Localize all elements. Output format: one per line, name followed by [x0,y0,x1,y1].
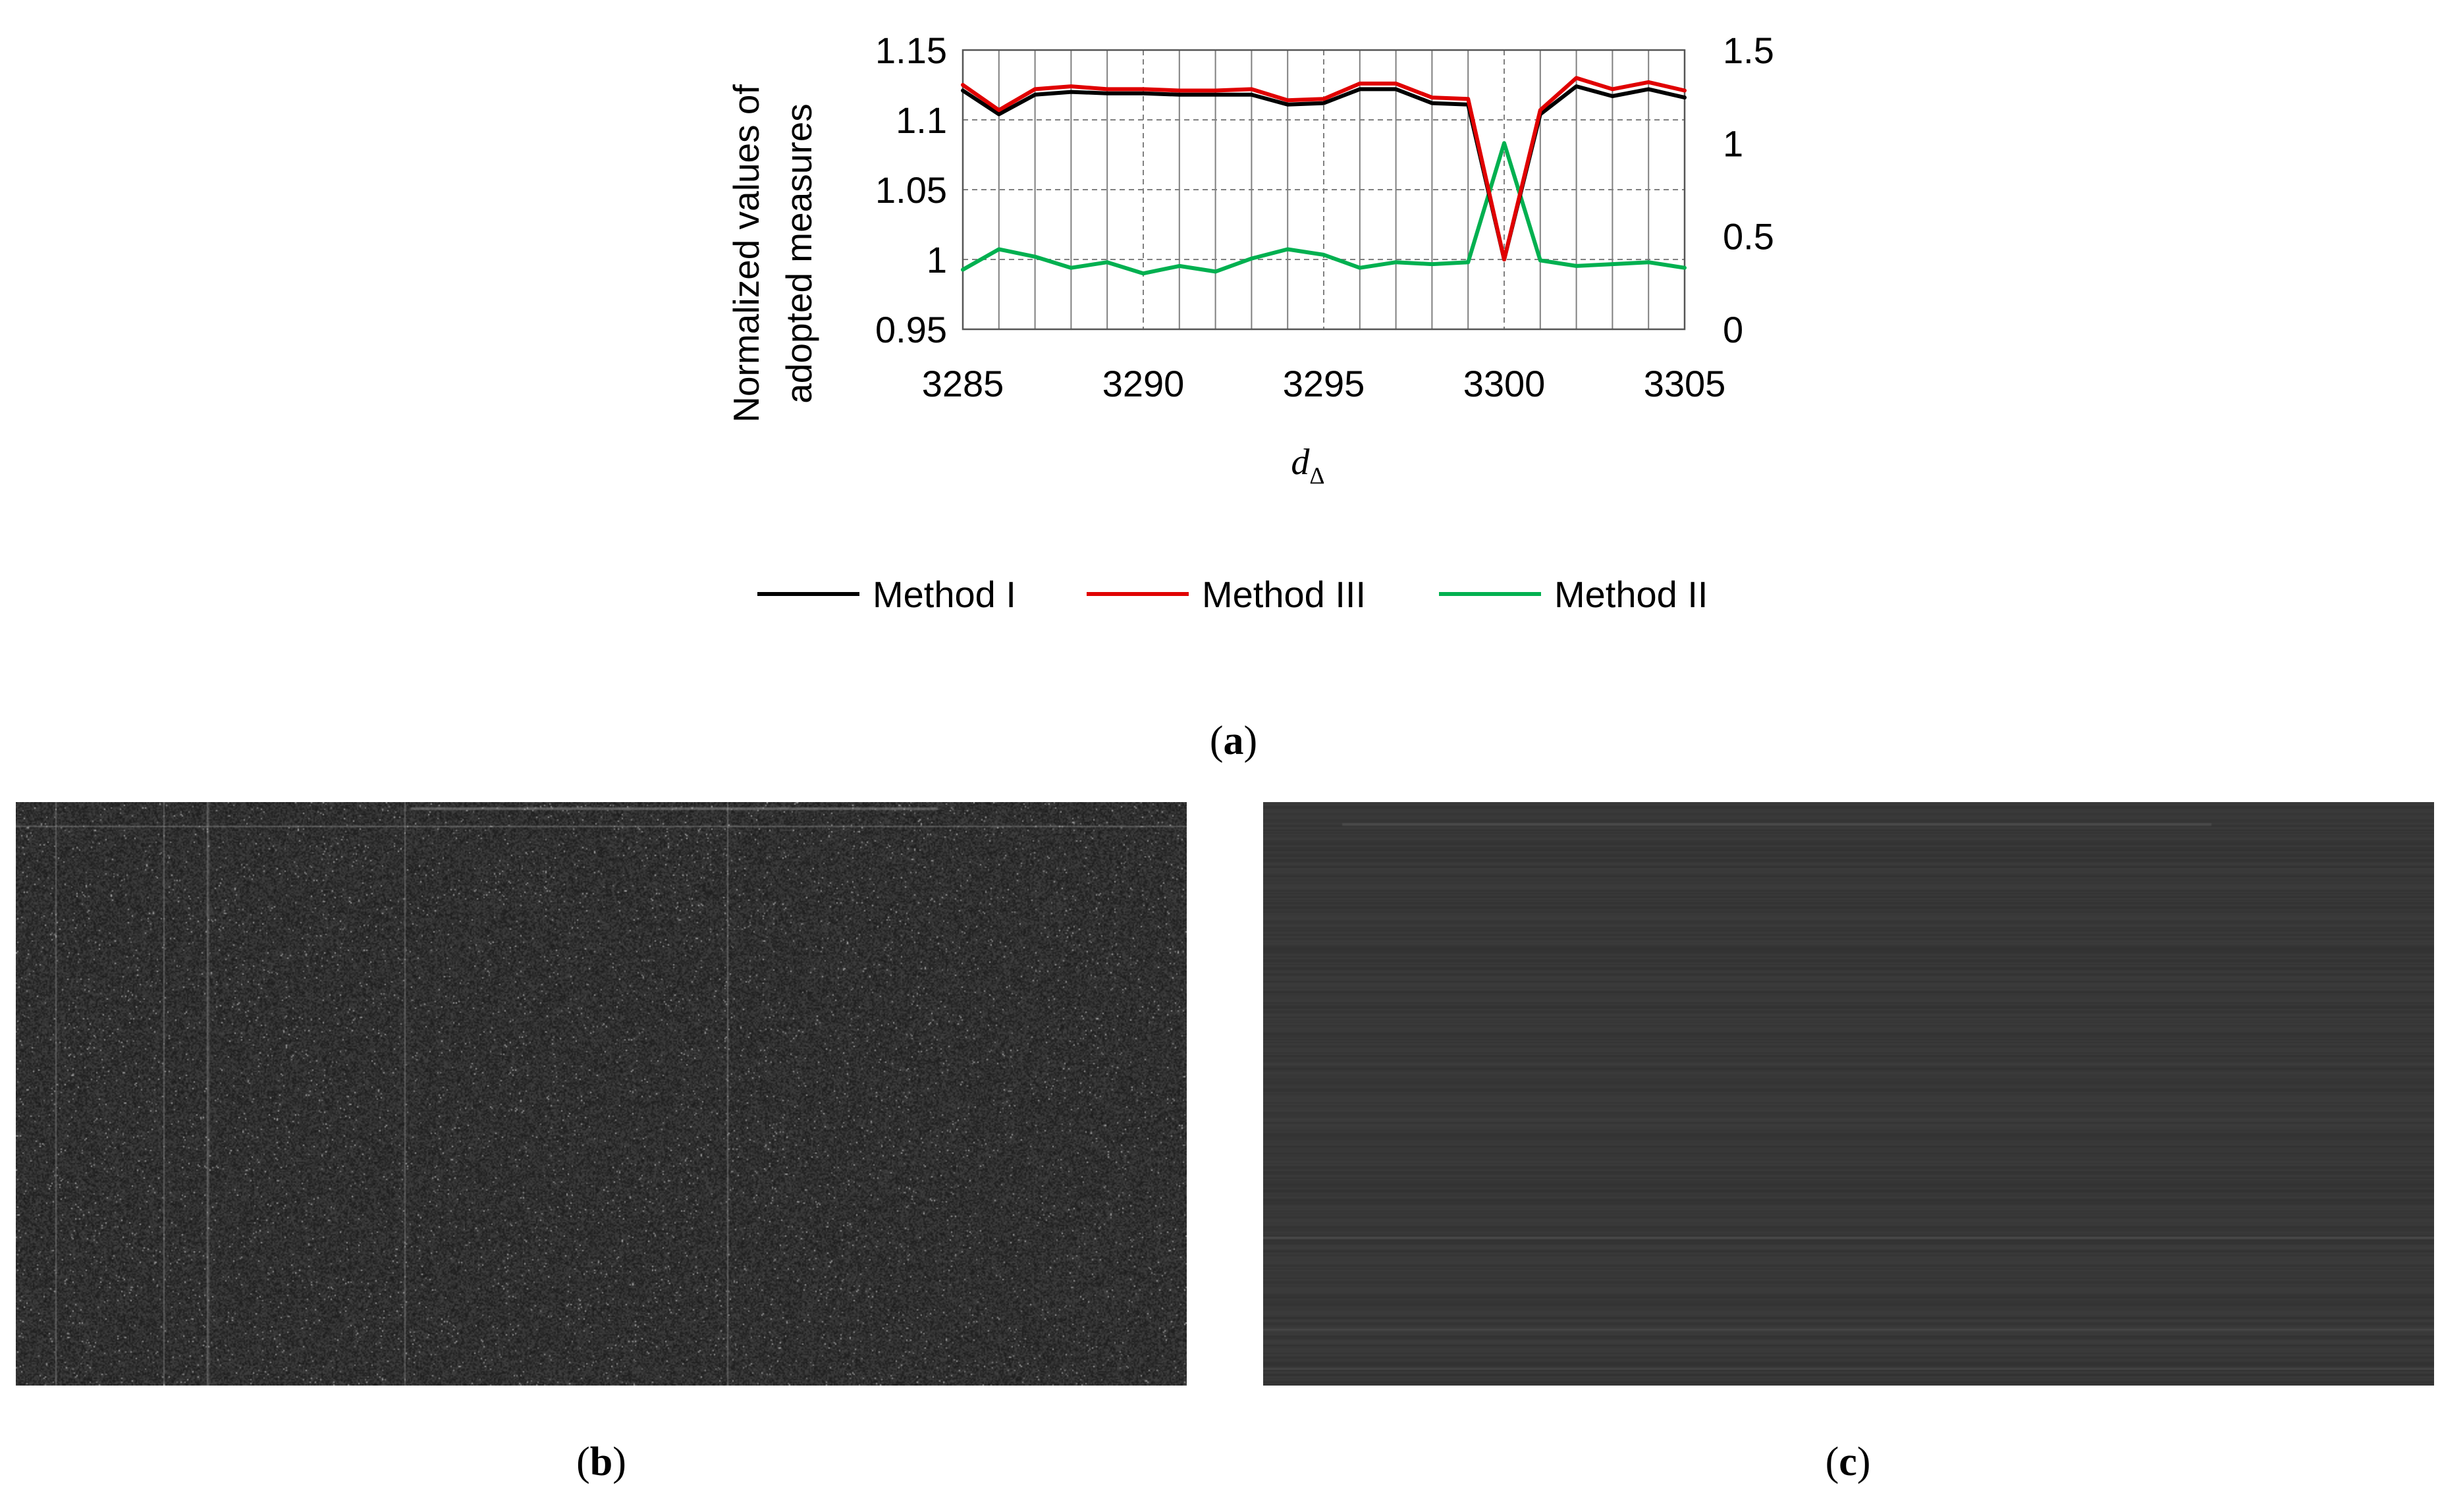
series-line-method-ii [961,141,1687,276]
legend-label: Method III [1202,574,1366,615]
noise-image-panel-b [16,802,1187,1386]
x-tick-label: 3305 [1644,363,1726,404]
legend-label: Method I [873,574,1016,615]
x-axis-label-main: d [1291,442,1310,483]
x-tick-label: 3290 [1102,363,1185,404]
x-tick-label: 3300 [1463,363,1546,404]
tick-labels: 0.95 1 1.05 1.1 1.15 0 0.5 1 1.5 3285 3290 3295 3300… [875,30,1774,404]
caption-a: (a) [1209,718,1258,763]
y-left-tick-label: 1.05 [875,169,947,211]
y-left-tick-label: 1.1 [896,99,947,141]
x-tick-label: 3295 [1283,363,1365,404]
legend: Method I Method III Method II [757,574,1708,615]
y-left-tick-label: 0.95 [875,309,947,350]
caption-b-letter: b [589,1440,613,1484]
y-axis-label-line1: Normalized values of [726,84,767,423]
caption-b: (b) [576,1440,626,1484]
noise-image-c [1263,802,2434,1386]
plot-border [962,49,1686,331]
plot-frame [962,49,1686,331]
caption-c: (c) [1825,1440,1871,1484]
series-line-method-i [961,84,1687,261]
y-right-tick-label: 0 [1723,309,1743,350]
noise-image-panel-c [1263,802,2434,1386]
legend-label: Method II [1554,574,1708,615]
series-line-method-iii [961,76,1687,261]
y-left-tick-label: 1.15 [875,30,947,71]
axis-labels: Normalized values of adopted measures dΔ [726,84,1325,489]
y-axis-label-line2: adopted measures [778,103,819,404]
caption-a-letter: a [1223,718,1244,763]
chart-a: 0.95 1 1.05 1.1 1.15 0 0.5 1 1.5 3285 3290 3295 3300… [726,30,1774,615]
x-axis-label-subscript: Δ [1309,462,1324,489]
caption-c-letter: c [1839,1440,1857,1484]
x-tick-label: 3285 [922,363,1004,404]
y-right-tick-label: 0.5 [1723,216,1774,257]
y-right-tick-label: 1 [1723,122,1743,164]
y-left-tick-label: 1 [927,239,947,281]
y-right-tick-label: 1.5 [1723,30,1774,71]
noise-image-b [16,802,1187,1386]
x-axis-label: dΔ [1291,442,1324,489]
series-layer [961,76,1687,276]
